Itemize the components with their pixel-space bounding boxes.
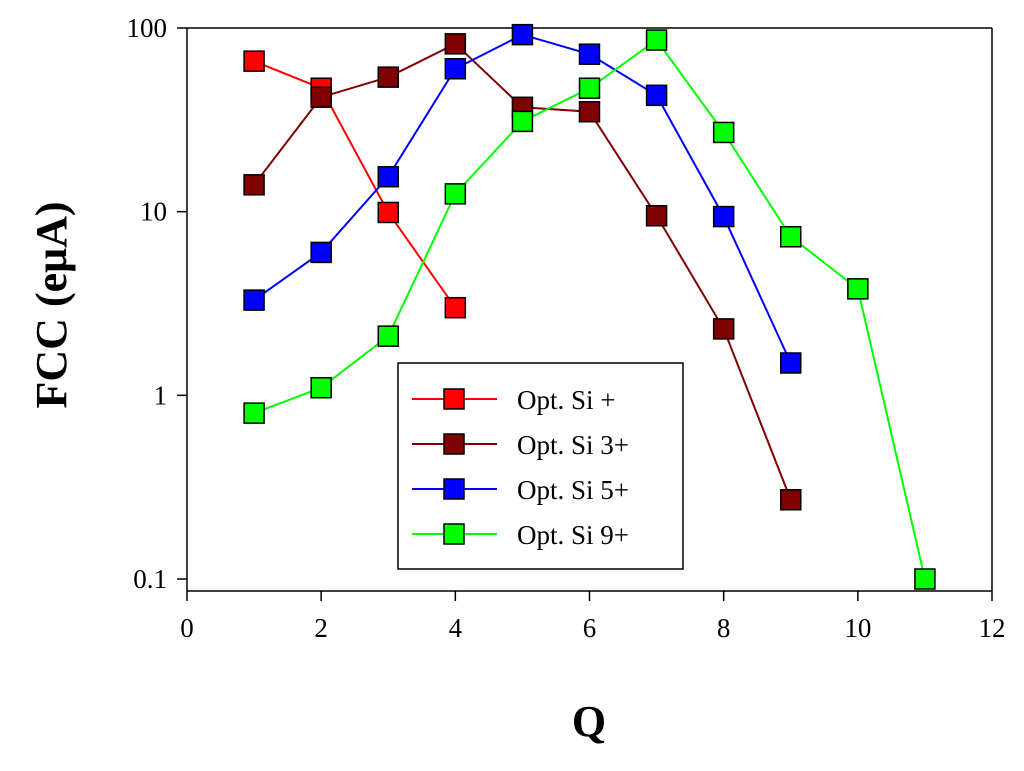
legend-item: Opt. Si 9+ — [412, 520, 629, 550]
series-3 — [243, 23, 802, 374]
legend-label: Opt. Si 3+ — [517, 430, 629, 460]
series-1 — [243, 50, 467, 319]
data-point — [712, 205, 735, 228]
data-point — [444, 57, 467, 80]
legend-item: Opt. Si + — [412, 385, 616, 415]
data-point — [645, 84, 668, 107]
x-axis-title: Q — [572, 697, 606, 746]
data-point — [377, 201, 399, 224]
x-tick-label: 12 — [979, 613, 1006, 643]
data-point — [712, 318, 735, 340]
legend-label: Opt. Si + — [517, 385, 616, 415]
data-point — [780, 352, 802, 374]
x-tick-label: 0 — [180, 613, 194, 643]
data-point — [377, 325, 399, 347]
legend-marker — [443, 478, 465, 500]
data-point — [780, 226, 802, 248]
x-tick-label: 2 — [314, 613, 328, 643]
y-tick-label: 1 — [154, 380, 168, 410]
series-4 — [243, 29, 936, 590]
series-layer — [243, 23, 936, 590]
legend-item: Opt. Si 5+ — [412, 475, 629, 505]
data-point — [243, 402, 265, 424]
series-line — [253, 33, 792, 364]
data-point — [578, 100, 601, 123]
series-line — [253, 60, 457, 309]
data-point — [243, 174, 265, 196]
data-point — [310, 376, 332, 399]
legend-marker — [443, 433, 465, 455]
x-tick-label: 4 — [449, 613, 463, 643]
data-point — [780, 489, 802, 511]
data-point — [578, 77, 601, 99]
data-point — [243, 50, 265, 72]
y-tick-label: 100 — [127, 13, 168, 43]
data-point — [511, 23, 534, 46]
legend-marker — [443, 388, 465, 410]
x-tick-label: 6 — [583, 613, 597, 643]
axes: 0 2 4 6 8 10 12 0.1 1 10 100 — [127, 13, 1006, 643]
legend: Opt. Si + Opt. Si 3+ Opt. Si 5+ Opt. Si 9+ — [397, 362, 684, 570]
data-point — [847, 278, 869, 300]
data-point — [914, 568, 936, 590]
data-point — [712, 121, 735, 144]
data-point — [444, 183, 467, 205]
data-point — [578, 43, 601, 65]
data-point — [310, 241, 332, 264]
series-2 — [243, 33, 802, 511]
data-point — [377, 66, 399, 88]
data-point — [243, 289, 265, 311]
data-point — [511, 110, 534, 133]
x-tick-label: 10 — [844, 613, 871, 643]
y-axis-title: FCC (eμA) — [27, 202, 76, 409]
legend-item: Opt. Si 3+ — [412, 430, 629, 460]
legend-marker — [443, 523, 465, 545]
y-tick-label: 10 — [140, 197, 167, 227]
legend-label: Opt. Si 9+ — [517, 520, 629, 550]
data-point — [310, 86, 332, 108]
data-point — [645, 29, 668, 51]
x-tick-label: 8 — [717, 613, 731, 643]
y-tick-label: 0.1 — [133, 564, 167, 594]
data-point — [444, 296, 467, 319]
data-point — [444, 33, 467, 55]
legend-label: Opt. Si 5+ — [517, 475, 629, 505]
data-point — [377, 165, 399, 188]
data-point — [645, 205, 668, 227]
